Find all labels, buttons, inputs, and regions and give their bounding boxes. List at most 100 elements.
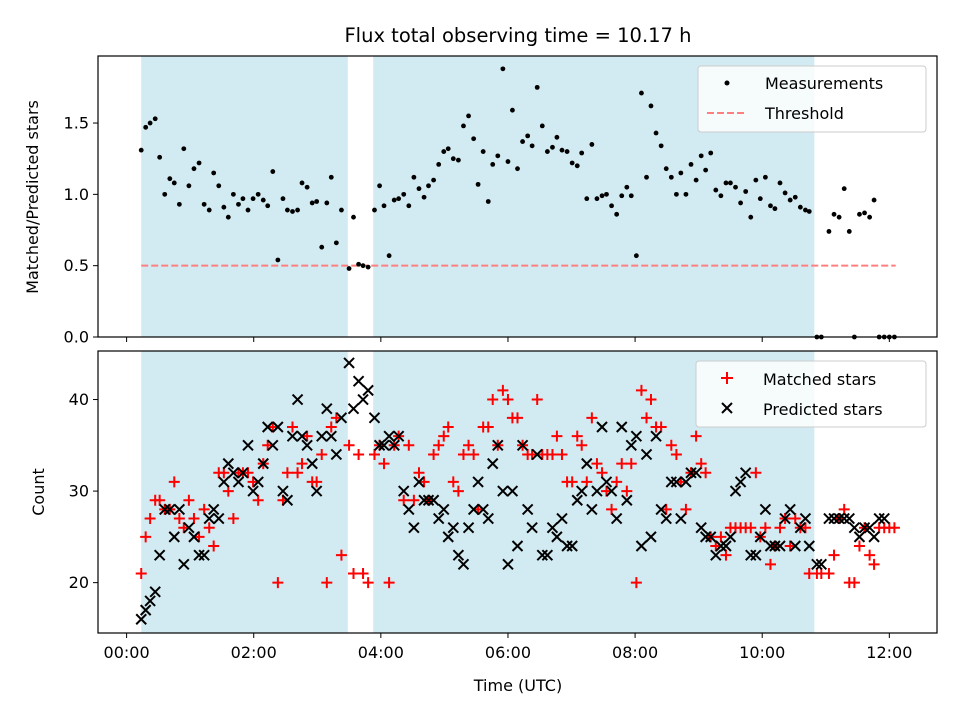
bottom-x-tick-label: 04:00 [358, 643, 404, 662]
predicted-star-point [566, 540, 578, 552]
matched-star-point [140, 531, 152, 543]
matched-star-point [227, 513, 239, 525]
measurement-point [196, 160, 202, 166]
predicted-star-point [759, 503, 772, 516]
matched-star-point [700, 467, 712, 479]
x-axis-label: Time (UTC) [473, 676, 562, 695]
predicted-star-point [769, 540, 781, 552]
predicted-star-point [330, 448, 343, 461]
matched-star-point [433, 439, 445, 451]
predicted-star-point [316, 430, 328, 442]
measurement-point [619, 193, 625, 199]
matched-star-point [764, 558, 776, 570]
predicted-star-point [247, 485, 259, 497]
matched-star-point [635, 384, 647, 396]
measurement-point [426, 183, 431, 189]
predicted-star-point [873, 512, 885, 525]
predicted-star-point [838, 512, 850, 525]
measurement-point [658, 143, 664, 149]
matched-star-point [198, 503, 210, 515]
predicted-star-point [794, 522, 807, 534]
predicted-star-point [764, 540, 777, 552]
matched-star-point [286, 421, 298, 433]
predicted-star-point [586, 503, 598, 516]
measurement-point [201, 201, 207, 207]
predicted-star-point [605, 485, 618, 497]
measurement-point [683, 191, 689, 197]
measurement-point [624, 184, 630, 190]
measurement-point [461, 123, 466, 129]
matched-star-point [680, 503, 692, 515]
matched-star-point [482, 421, 494, 433]
measurement-point [579, 150, 585, 156]
measurement-point [733, 184, 738, 190]
matched-star-point [556, 448, 568, 460]
predicted-star-point [373, 439, 386, 452]
matched-star-point [348, 567, 360, 579]
predicted-star-point [296, 430, 308, 442]
predicted-star-point [511, 540, 524, 552]
predicted-star-point [561, 540, 573, 552]
matched-star-point [188, 513, 200, 525]
predicted-star-point [442, 531, 454, 543]
predicted-star-point [487, 457, 499, 470]
matched-star-point [502, 394, 514, 406]
predicted-star-point [625, 439, 637, 452]
predicted-star-point [531, 448, 543, 461]
predicted-star-point [301, 439, 313, 452]
measurement-point [564, 149, 570, 154]
predicted-star-point [784, 503, 796, 516]
predicted-star-point [286, 430, 299, 442]
matched-star-point [330, 412, 342, 424]
measurement-point [500, 66, 506, 72]
predicted-star-point [506, 485, 519, 497]
matched-star-point [321, 577, 333, 589]
matched-star-point [418, 476, 430, 488]
predicted-star-point [843, 512, 855, 525]
measurement-point [181, 146, 187, 152]
measurement-point [191, 166, 197, 172]
matched-star-point [586, 412, 598, 424]
measurement-point [738, 200, 743, 206]
predicted-star-point [418, 494, 430, 506]
measurement-point [544, 149, 550, 154]
measurement-point [411, 174, 417, 180]
measurement-point [693, 177, 699, 183]
matched-star-point [655, 421, 667, 433]
measurement-point [718, 193, 724, 199]
matched-star-point [311, 476, 323, 488]
measurement-point [510, 107, 515, 113]
predicted-star-point [729, 485, 742, 497]
predicted-star-point [575, 485, 588, 497]
measurement-point [857, 211, 862, 217]
matched-star-point [193, 531, 205, 543]
predicted-star-point [670, 476, 683, 488]
measurement-point [319, 244, 325, 250]
measurement-point [757, 196, 763, 202]
predicted-star-point [675, 512, 687, 525]
measurement-point [236, 201, 241, 207]
measurement-point [280, 196, 286, 202]
predicted-star-point [739, 467, 752, 479]
matched-star-point [252, 494, 264, 506]
predicted-star-point [815, 558, 828, 571]
measurement-point [230, 191, 236, 197]
predicted-star-point [149, 586, 161, 598]
predicted-star-point [261, 421, 274, 433]
measurement-point [152, 116, 158, 122]
predicted-star-point [168, 531, 180, 543]
matched-star-point [325, 421, 337, 433]
matched-star-point [468, 448, 480, 460]
measurement-point [304, 184, 310, 190]
predicted-star-point [774, 540, 786, 552]
top-y-tick-label: 1.5 [64, 114, 89, 133]
measurement-point [471, 136, 477, 142]
measurement-point [333, 240, 339, 246]
measurement-point [703, 167, 709, 173]
matched-star-point [296, 458, 308, 470]
matched-star-point [799, 522, 811, 534]
predicted-star-point [432, 512, 445, 525]
measurement-point [157, 154, 163, 160]
matched-star-point [247, 476, 259, 488]
measurement-point [421, 194, 427, 200]
